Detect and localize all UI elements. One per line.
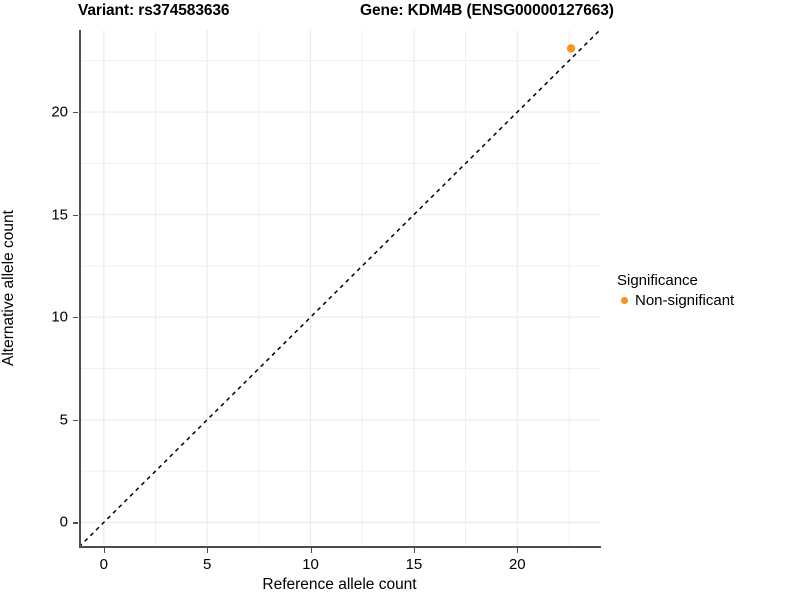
data-points-group [566,44,576,53]
variant-title: Variant: rs374583636 [78,2,230,19]
x-tick-label: 0 [99,556,108,573]
y-tick-label: 0 [59,513,68,531]
legend-entries: Non-significant [616,291,734,310]
x-axis-title: Reference allele count [262,576,417,593]
x-tick-label: 15 [405,556,423,573]
y-tick-mark [73,112,78,114]
x-tick-mark [413,548,416,553]
minor-gridlines [79,30,600,547]
data-point [566,44,576,53]
x-tick-mark [103,548,105,553]
gene-title: Gene: KDM4B (ENSG00000127663) [360,2,614,19]
y-tick-label: 20 [51,103,68,121]
identity-reference-line [79,30,600,547]
y-tick-mark [73,419,78,421]
x-tick-label: 10 [302,556,319,573]
legend-entry[interactable]: Non-significant [616,291,734,310]
y-tick-label: 15 [51,206,68,224]
plot-panel [79,30,600,547]
y-tick-mark [73,317,78,319]
y-tick-label: 10 [51,308,68,326]
major-gridlines [79,30,600,547]
y-axis-line [79,30,81,548]
y-axis-title: Alternative allele count [0,210,17,366]
y-tick-label: 5 [59,411,68,429]
x-tick-mark [517,548,519,553]
legend-dot-swatch [621,297,628,304]
x-axis-line [79,546,601,548]
x-tick-mark [310,548,312,553]
y-tick-mark [73,522,78,524]
legend-title: Significance [617,272,698,289]
x-tick-label: 5 [203,556,212,573]
plot-title-row: Variant: rs374583636 Gene: KDM4B (ENSG00… [78,2,696,24]
x-tick-label: 20 [508,556,526,573]
point-marker-icon [616,292,633,309]
plot-panel-canvas [79,30,600,547]
x-tick-mark [207,548,209,553]
y-tick-mark [73,214,78,216]
legend: Significance Non-significant [616,272,734,310]
legend-entry-label: Non-significant [635,292,735,309]
